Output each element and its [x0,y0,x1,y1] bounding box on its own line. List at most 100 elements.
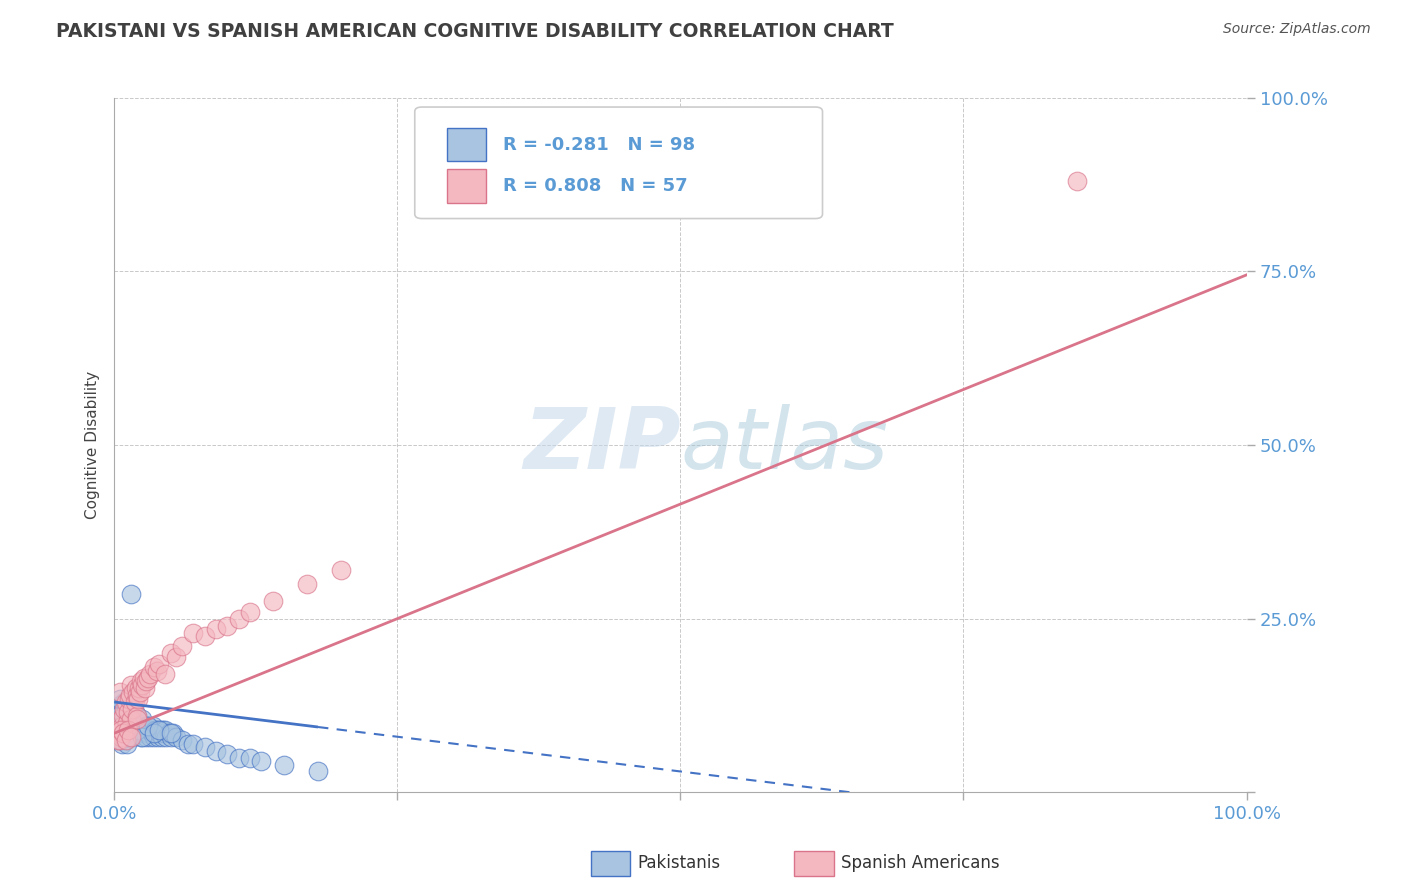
Point [114,733,136,747]
Point [117,706,139,720]
Point [131,674,153,689]
Point [115,715,138,730]
Point [129,684,152,698]
Point [107,726,129,740]
Point [262,594,284,608]
Point [152,723,174,737]
Point [125,715,148,730]
Point [112,709,135,723]
Y-axis label: Cognitive Disability: Cognitive Disability [86,371,100,519]
Point [118,723,141,737]
Point [228,612,250,626]
Point [194,740,217,755]
Point [112,719,135,733]
Point [145,726,167,740]
Point [131,712,153,726]
Point [134,681,156,695]
Point [115,726,138,740]
Point [142,719,165,733]
Point [122,684,145,698]
Point [107,712,129,726]
Text: Pakistanis: Pakistanis [637,855,720,872]
Point [329,563,352,577]
Point [125,688,148,702]
Point [107,733,129,747]
Point [217,747,239,761]
Point [124,706,146,720]
Point [172,733,194,747]
Point [134,723,156,737]
Point [128,681,150,695]
Point [125,726,148,740]
Point [114,702,136,716]
Point [120,702,142,716]
Point [183,625,205,640]
Point [112,726,135,740]
Point [141,726,163,740]
Point [125,709,148,723]
Text: PAKISTANI VS SPANISH AMERICAN COGNITIVE DISABILITY CORRELATION CHART: PAKISTANI VS SPANISH AMERICAN COGNITIVE … [56,22,894,41]
Point [153,723,176,737]
Point [132,726,155,740]
Point [177,737,200,751]
Point [118,712,141,726]
Point [250,754,273,768]
Text: R = -0.281   N = 98: R = -0.281 N = 98 [503,136,696,153]
Text: ZIP: ZIP [523,403,681,486]
Point [166,730,188,744]
Point [114,709,136,723]
Point [108,684,131,698]
Point [114,695,136,709]
Point [108,723,131,737]
Point [146,664,169,678]
Point [136,726,159,740]
Point [117,723,139,737]
Point [307,764,329,779]
Point [112,695,135,709]
Point [114,723,136,737]
Point [205,622,228,636]
Point [142,660,165,674]
Point [114,733,136,747]
Point [295,577,318,591]
Point [107,709,129,723]
Point [118,691,141,706]
Point [121,702,143,716]
Point [131,719,153,733]
Point [132,671,155,685]
Point [128,726,150,740]
Point [162,726,184,740]
Point [122,719,145,733]
Point [172,640,194,654]
Point [110,733,132,747]
Point [155,730,177,744]
Point [121,723,143,737]
Point [166,649,188,664]
Point [120,678,142,692]
Point [110,712,132,726]
Point [110,723,132,737]
Point [138,723,160,737]
Point [194,629,217,643]
Point [136,671,159,685]
Point [125,723,148,737]
Point [136,719,159,733]
Point [107,730,129,744]
Point [120,730,142,744]
Point [150,730,173,744]
Point [159,726,181,740]
Point [118,688,141,702]
Point [112,709,135,723]
Point [217,618,239,632]
Point [153,726,176,740]
Point [110,726,132,740]
Point [107,733,129,747]
Point [108,723,131,737]
Point [142,730,165,744]
Point [111,719,134,733]
Point [117,719,139,733]
Point [146,723,169,737]
Point [148,723,170,737]
Text: Source: ZipAtlas.com: Source: ZipAtlas.com [1223,22,1371,37]
Point [149,723,172,737]
